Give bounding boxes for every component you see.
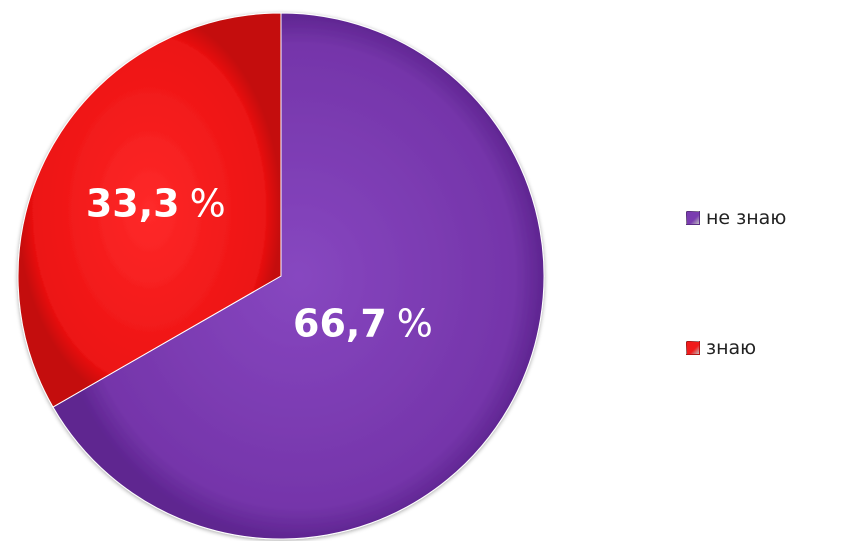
legend-item-ne-znayu: не знаю [686, 205, 786, 231]
pie-slices [17, 12, 545, 540]
data-label-znayu: 33,3% [86, 182, 226, 226]
legend-label: знаю [706, 337, 757, 359]
legend-item-znayu: знаю [686, 335, 756, 361]
pie-data-labels: 66,7 % 33,3% [86, 182, 433, 346]
legend-swatch [686, 211, 700, 225]
legend-label: не знаю [706, 207, 787, 229]
pie-slice-znayu [17, 12, 282, 408]
legend-swatch [686, 341, 700, 355]
data-label-ne-znayu: 66,7% [293, 301, 433, 345]
pie-slice-ne-znayu [52, 12, 545, 540]
